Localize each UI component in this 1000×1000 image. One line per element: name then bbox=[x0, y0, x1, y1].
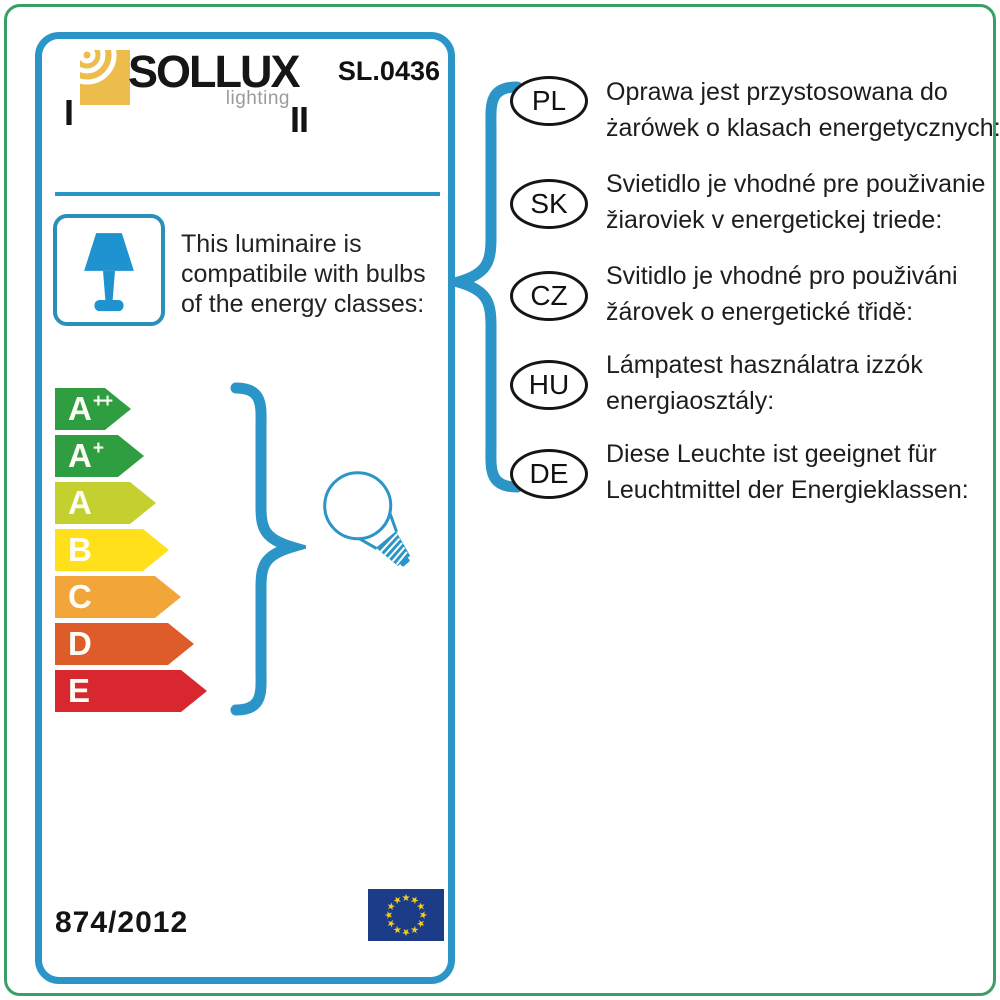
translation-line: energiaosztály: bbox=[606, 387, 775, 415]
translation-text: Diese Leuchte ist geeignet für Leuchtmit… bbox=[606, 436, 969, 508]
energy-class-arrow: D bbox=[55, 623, 194, 665]
translation-row-cz: CZ Svitidlo je vhodné pro použiváni žáro… bbox=[510, 258, 958, 330]
translation-text: Oprawa jest przystosowana do żarówek o k… bbox=[606, 74, 1000, 146]
product-code: SL.0436 bbox=[337, 56, 440, 86]
energy-class-scale: A ++ A + A B C D E bbox=[55, 388, 207, 712]
translation-line: żarówek o klasach energetycznych: bbox=[606, 114, 1000, 142]
class-sup: + bbox=[92, 438, 102, 459]
translation-line: Diese Leuchte ist geeignet für bbox=[606, 440, 937, 468]
translation-line: Svietidlo je vhodné pre použivanie bbox=[606, 170, 986, 198]
translation-row-pl: PL Oprawa jest przystosowana do żarówek … bbox=[510, 74, 1000, 146]
class-letter: E bbox=[68, 672, 91, 709]
compatibility-statement: This luminaire is compatibile with bulbs… bbox=[181, 229, 451, 319]
energy-class-arrow: A ++ bbox=[55, 388, 131, 430]
regulation-number: 874/2012 bbox=[55, 906, 189, 939]
eu-star-icon: ★ bbox=[401, 893, 411, 904]
translation-text: Svietidlo je vhodné pre použivanie žiaro… bbox=[606, 166, 985, 238]
class-letter: A bbox=[68, 390, 92, 427]
language-badge-hu: HU bbox=[510, 360, 588, 410]
class-letter: A bbox=[68, 484, 92, 521]
translation-line: Oprawa jest przystosowana do bbox=[606, 78, 948, 106]
eu-flag-icon: ★ ★ ★ ★ ★ ★ ★ ★ ★ ★ ★ ★ bbox=[368, 889, 444, 941]
brand-subtitle: lighting bbox=[225, 88, 290, 109]
tick-mark-right: II bbox=[290, 99, 309, 140]
language-badge-pl: PL bbox=[510, 76, 588, 126]
translation-row-sk: SK Svietidlo je vhodné pre použivanie ži… bbox=[510, 166, 985, 238]
tick-mark-left: I bbox=[64, 92, 75, 133]
luminaire-pictogram-box bbox=[53, 214, 165, 326]
light-bulb-icon bbox=[323, 471, 411, 567]
header-divider bbox=[55, 192, 440, 196]
table-lamp-icon bbox=[84, 233, 134, 312]
energy-class-arrow: A bbox=[55, 482, 156, 524]
sollux-logo-icon bbox=[80, 50, 130, 105]
outer-green-frame bbox=[4, 4, 996, 996]
curly-brace-left-icon bbox=[449, 81, 523, 493]
statement-line: compatibile with bulbs bbox=[181, 260, 426, 288]
statement-line: of the energy classes: bbox=[181, 290, 425, 318]
translation-line: Lámpatest használatra izzók bbox=[606, 351, 923, 379]
energy-class-arrow: E bbox=[55, 670, 207, 712]
class-letter: A bbox=[68, 437, 92, 474]
class-letter: B bbox=[68, 531, 92, 568]
translation-text: Svitidlo je vhodné pro použiváni žárovek… bbox=[606, 258, 958, 330]
class-sup: ++ bbox=[92, 391, 112, 412]
energy-class-arrow: B bbox=[55, 529, 169, 571]
language-badge-de: DE bbox=[510, 449, 588, 499]
class-letter: D bbox=[68, 625, 92, 662]
translation-text: Lámpatest használatra izzók energiaosztá… bbox=[606, 347, 923, 419]
language-badge-sk: SK bbox=[510, 179, 588, 229]
translation-row-de: DE Diese Leuchte ist geeignet für Leucht… bbox=[510, 436, 969, 508]
statement-line: This luminaire is bbox=[181, 230, 362, 258]
language-badge-cz: CZ bbox=[510, 271, 588, 321]
energy-class-arrow: C bbox=[55, 576, 181, 618]
translation-line: Svitidlo je vhodné pro použiváni bbox=[606, 262, 958, 290]
translation-row-hu: HU Lámpatest használatra izzók energiaos… bbox=[510, 347, 923, 419]
energy-class-arrow: A + bbox=[55, 435, 144, 477]
translation-line: žárovek o energetické třidě: bbox=[606, 298, 914, 326]
translation-line: žiaroviek v energetickej triede: bbox=[606, 206, 943, 234]
curly-brace-right-icon bbox=[230, 382, 306, 716]
brand-name: SOLLUX bbox=[128, 46, 301, 97]
translation-line: Leuchtmittel der Energieklassen: bbox=[606, 476, 969, 504]
class-letter: C bbox=[68, 578, 92, 615]
